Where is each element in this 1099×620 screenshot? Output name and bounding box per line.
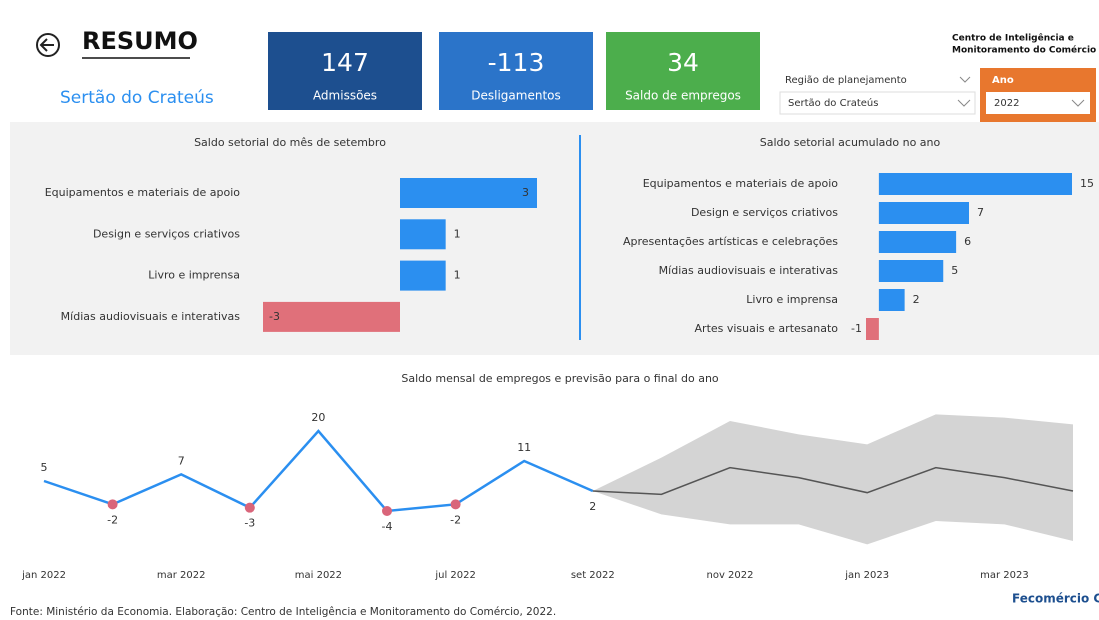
x-tick-label: jul 2022 <box>434 570 476 581</box>
category-label: Mídias audiovisuais e interativas <box>659 264 839 277</box>
x-tick-label: mar 2023 <box>980 570 1029 581</box>
bar <box>400 260 446 291</box>
region-name: Sertão do Crateús <box>60 88 214 108</box>
bar <box>878 289 905 311</box>
value-label: 15 <box>1080 177 1094 190</box>
forecast-band <box>592 414 1073 545</box>
filter-label: Região de planejamento <box>785 75 907 86</box>
bar <box>878 260 944 282</box>
logo: Fecomércio CE <box>1012 592 1099 606</box>
data-label: 11 <box>517 441 531 454</box>
value-label: 6 <box>964 235 971 248</box>
value-label: -3 <box>269 310 280 323</box>
x-tick-label: mar 2022 <box>157 570 206 581</box>
value-label: -1 <box>851 322 862 335</box>
category-label: Artes visuais e artesanato <box>695 322 839 335</box>
point-marker <box>450 499 461 510</box>
data-label: -2 <box>450 513 461 526</box>
kpi-value: 147 <box>321 48 369 77</box>
x-tick-label: mai 2022 <box>295 570 342 581</box>
bar <box>263 301 400 332</box>
category-label: Design e serviços criativos <box>691 206 838 219</box>
bar <box>878 231 957 253</box>
filter-value[interactable]: 2022 <box>994 98 1019 109</box>
kpi-card <box>439 32 593 110</box>
back-circle[interactable] <box>36 33 60 57</box>
value-label: 1 <box>454 227 461 240</box>
bar <box>400 178 537 208</box>
region-select[interactable] <box>779 91 976 115</box>
value-label: 5 <box>951 264 958 277</box>
kpi-value: 34 <box>667 48 699 77</box>
data-label: -2 <box>107 513 118 526</box>
org-name: Centro de Inteligência e <box>952 33 1074 44</box>
chevron[interactable] <box>1071 99 1085 107</box>
line <box>43 429 594 513</box>
x-tick-label: jan 2022 <box>21 570 66 581</box>
filter-value[interactable]: Sertão do Crateús <box>788 97 878 109</box>
category-label: Design e serviços criativos <box>93 227 240 240</box>
point-marker <box>244 502 255 513</box>
data-label: 2 <box>589 500 596 513</box>
category-label: Mídias audiovisuais e interativas <box>61 310 241 323</box>
chart-title: Saldo setorial do mês de setembro <box>194 136 386 149</box>
data-label: -3 <box>244 517 255 530</box>
value-label: 7 <box>977 206 984 219</box>
value-label: 1 <box>454 269 461 282</box>
back-arrow[interactable] <box>39 38 54 52</box>
kpi-card <box>268 32 422 110</box>
category-label: Equipamentos e materiais de apoio <box>643 177 839 190</box>
category-label: Apresentações artísticas e celebrações <box>623 235 838 248</box>
x-tick-label: nov 2022 <box>706 570 753 581</box>
data-label: 20 <box>311 411 325 424</box>
bar <box>866 318 879 340</box>
x-tick-label: set 2022 <box>571 570 615 581</box>
kpi-value: -113 <box>488 48 545 77</box>
data-label: 5 <box>41 461 48 474</box>
kpi-label: Admissões <box>313 89 377 103</box>
bar <box>878 202 969 224</box>
kpi-label: Desligamentos <box>471 89 561 103</box>
org-name: Monitoramento do Comércio <box>952 45 1096 56</box>
category-label: Livro e imprensa <box>148 269 240 282</box>
chart-title: Saldo setorial acumulado no ano <box>760 136 941 149</box>
back-button[interactable] <box>36 33 60 57</box>
value-label: 2 <box>913 293 920 306</box>
category-label: Livro e imprensa <box>746 293 838 306</box>
source-note: Fonte: Ministério da Economia. Elaboraçã… <box>10 606 556 618</box>
data-label: 7 <box>178 454 185 467</box>
bar <box>878 173 1072 195</box>
page-title: RESUMO <box>82 27 198 55</box>
chart-title: Saldo mensal de empregos e previsão para… <box>401 372 719 385</box>
line <box>592 466 1074 496</box>
data-label: -4 <box>382 520 393 533</box>
category-label: Equipamentos e materiais de apoio <box>45 186 241 199</box>
chevron[interactable] <box>959 76 971 83</box>
kpi-label: Saldo de empregos <box>625 89 741 103</box>
value-label: 3 <box>522 186 529 199</box>
year-select[interactable] <box>986 92 1090 114</box>
x-tick-label: jan 2023 <box>844 570 889 581</box>
kpi-card <box>606 32 760 110</box>
point-marker <box>107 499 118 510</box>
bar <box>400 219 446 250</box>
point-marker <box>382 506 392 516</box>
chevron[interactable] <box>957 99 971 107</box>
filter-label: Ano <box>992 75 1014 86</box>
